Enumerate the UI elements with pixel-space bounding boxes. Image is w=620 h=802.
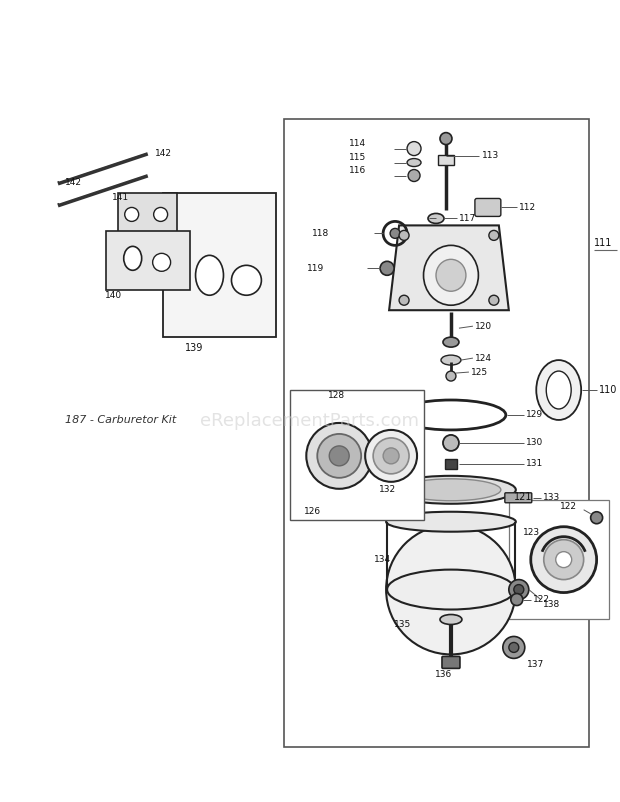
Text: 131: 131 (526, 460, 543, 468)
Ellipse shape (536, 360, 581, 420)
Text: 132: 132 (379, 485, 396, 494)
Ellipse shape (124, 246, 142, 270)
Circle shape (503, 637, 525, 658)
Ellipse shape (401, 479, 501, 500)
Circle shape (440, 132, 452, 144)
Text: 133: 133 (542, 493, 560, 502)
Text: 187 - Carburetor Kit: 187 - Carburetor Kit (65, 415, 176, 425)
Text: 110: 110 (599, 385, 617, 395)
Circle shape (407, 142, 421, 156)
Text: 118: 118 (312, 229, 329, 238)
Circle shape (329, 446, 349, 466)
Text: 116: 116 (349, 166, 366, 175)
Circle shape (514, 585, 524, 594)
Text: 123: 123 (523, 529, 540, 537)
Ellipse shape (440, 614, 462, 625)
Ellipse shape (423, 245, 479, 306)
Text: 122: 122 (560, 502, 577, 511)
Text: 111: 111 (593, 238, 612, 249)
Circle shape (489, 230, 499, 241)
Circle shape (509, 580, 529, 600)
Text: 141: 141 (112, 193, 129, 202)
Text: 113: 113 (482, 151, 499, 160)
Text: 136: 136 (435, 670, 453, 678)
Ellipse shape (546, 371, 571, 409)
Circle shape (317, 434, 361, 478)
FancyBboxPatch shape (475, 198, 501, 217)
Ellipse shape (428, 213, 444, 224)
FancyBboxPatch shape (118, 193, 177, 235)
Ellipse shape (195, 255, 223, 295)
Circle shape (556, 552, 572, 568)
Text: 142: 142 (154, 149, 172, 158)
Ellipse shape (386, 525, 516, 654)
Circle shape (544, 540, 583, 580)
Circle shape (231, 265, 262, 295)
Ellipse shape (407, 159, 421, 167)
FancyBboxPatch shape (285, 119, 588, 747)
Text: 115: 115 (349, 153, 366, 162)
Ellipse shape (387, 569, 515, 610)
Text: 112: 112 (519, 203, 536, 212)
Circle shape (531, 527, 596, 593)
Circle shape (591, 512, 603, 524)
Text: 139: 139 (185, 343, 203, 353)
Text: 130: 130 (526, 439, 543, 448)
Circle shape (153, 253, 171, 271)
FancyBboxPatch shape (442, 656, 460, 668)
Text: 128: 128 (327, 391, 345, 399)
Text: 142: 142 (65, 178, 82, 187)
Circle shape (399, 230, 409, 241)
Circle shape (383, 448, 399, 464)
Text: eReplacementParts.com: eReplacementParts.com (200, 412, 418, 430)
Text: 124: 124 (475, 354, 492, 363)
Polygon shape (389, 225, 509, 310)
Text: 137: 137 (527, 660, 544, 669)
Circle shape (154, 208, 167, 221)
FancyBboxPatch shape (445, 459, 457, 469)
Circle shape (365, 430, 417, 482)
Ellipse shape (386, 476, 516, 504)
Text: 129: 129 (526, 411, 543, 419)
FancyBboxPatch shape (438, 155, 454, 164)
Circle shape (446, 371, 456, 381)
Circle shape (408, 169, 420, 181)
Text: 135: 135 (394, 620, 411, 629)
FancyBboxPatch shape (505, 492, 532, 503)
Circle shape (306, 423, 372, 488)
Circle shape (443, 435, 459, 451)
Circle shape (380, 261, 394, 275)
Circle shape (399, 295, 409, 306)
Circle shape (511, 593, 523, 606)
Circle shape (373, 438, 409, 474)
Text: 126: 126 (304, 507, 321, 516)
FancyBboxPatch shape (162, 193, 277, 337)
Text: 117: 117 (459, 214, 476, 223)
Text: 138: 138 (542, 600, 560, 609)
Text: 120: 120 (475, 322, 492, 330)
Ellipse shape (386, 512, 516, 532)
Text: 134: 134 (374, 555, 391, 564)
FancyBboxPatch shape (290, 390, 424, 520)
Circle shape (489, 295, 499, 306)
Ellipse shape (441, 355, 461, 365)
Text: 119: 119 (307, 264, 324, 273)
Circle shape (125, 208, 139, 221)
FancyBboxPatch shape (509, 500, 609, 619)
Text: 121: 121 (514, 492, 533, 502)
Text: 140: 140 (105, 291, 122, 300)
Circle shape (390, 229, 400, 238)
FancyBboxPatch shape (106, 232, 190, 290)
Text: 114: 114 (349, 139, 366, 148)
Ellipse shape (443, 337, 459, 347)
Ellipse shape (436, 259, 466, 291)
Text: 122: 122 (533, 595, 550, 604)
Text: 125: 125 (471, 367, 488, 377)
Circle shape (509, 642, 519, 652)
